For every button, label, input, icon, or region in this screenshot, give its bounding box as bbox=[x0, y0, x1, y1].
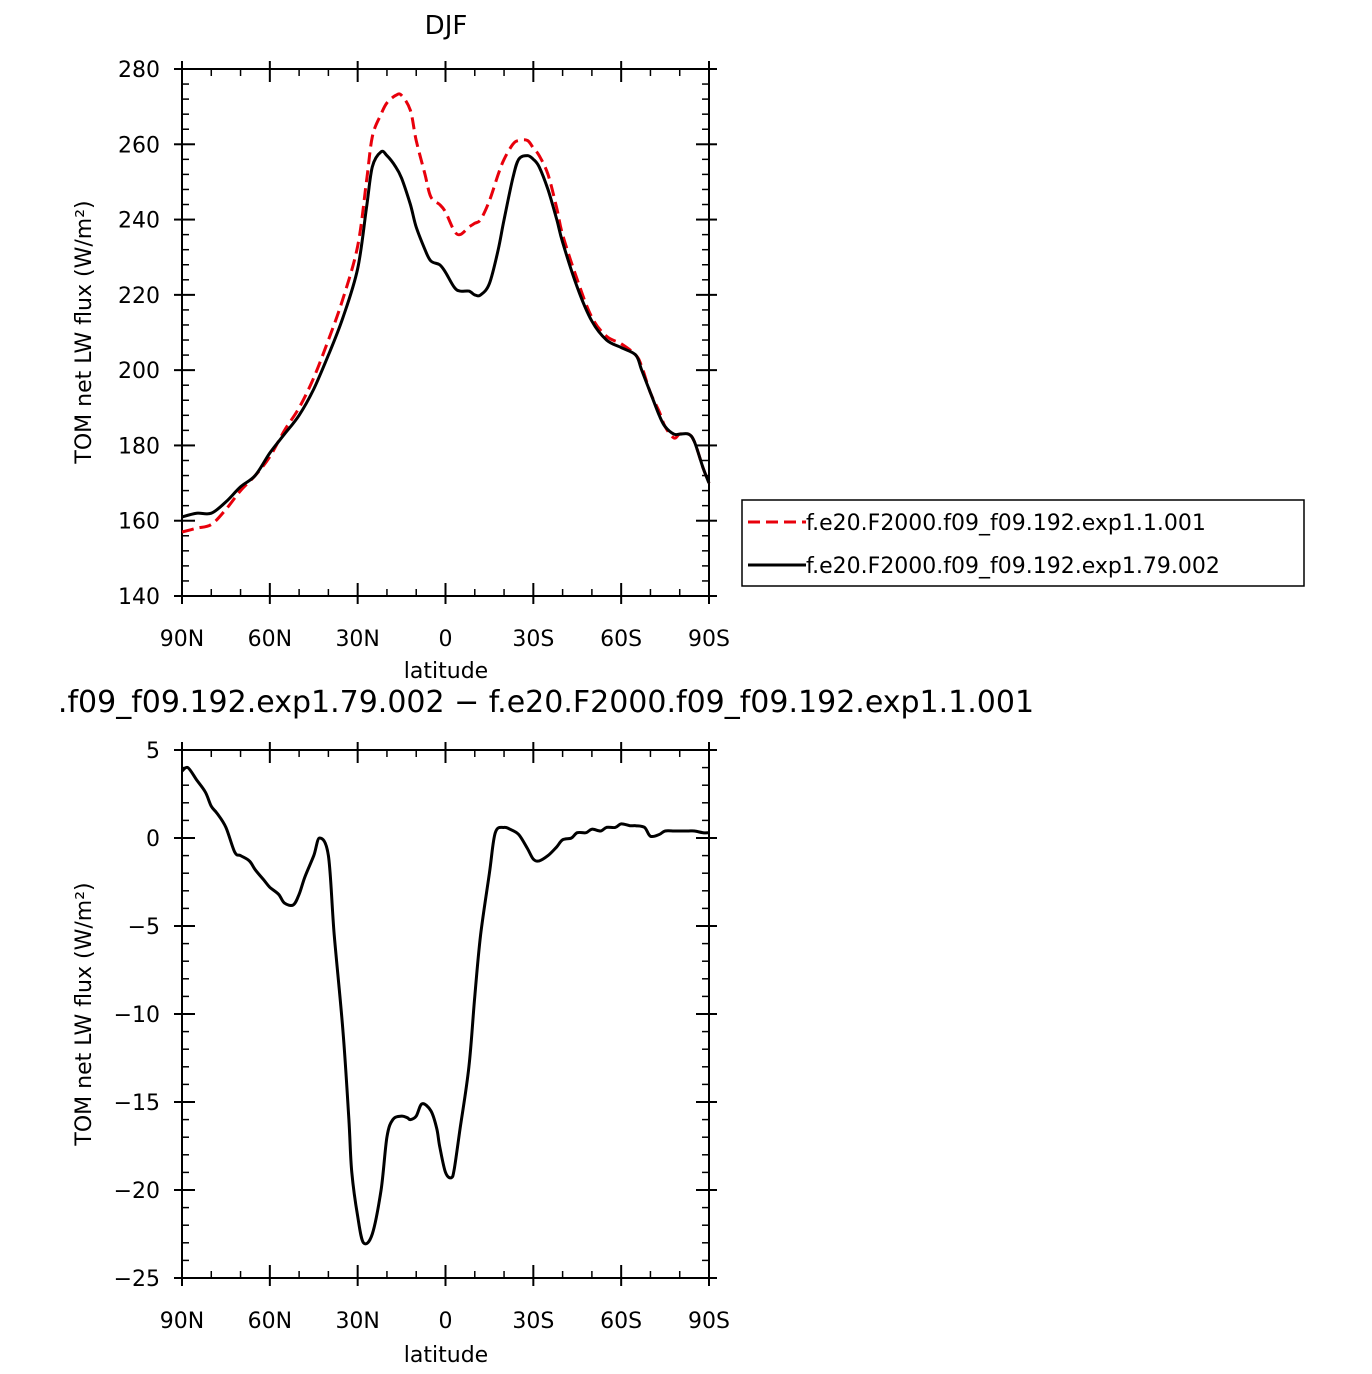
legend-label-exp1-1-001: f.e20.F2000.f09_f09.192.exp1.1.001 bbox=[806, 511, 1206, 536]
x-tick-label: 30N bbox=[335, 627, 379, 652]
x-tick-label: 90S bbox=[688, 627, 730, 652]
x-tick-label: 60S bbox=[600, 1309, 642, 1334]
top-panel: DJF 140 160 180 200 220 240 260 280 90N 60N 30N 0 3… bbox=[72, 11, 730, 684]
x-tick-label: 0 bbox=[439, 1309, 453, 1334]
top-x-axis-label: latitude bbox=[404, 659, 488, 684]
x-tick-label: 90N bbox=[160, 1309, 204, 1334]
y-tick-label: 280 bbox=[118, 58, 160, 83]
bottom-y-tick-labels: −25 −20 −15 −10 −5 0 5 bbox=[114, 739, 160, 1292]
y-tick-label: 260 bbox=[118, 133, 160, 158]
y-tick-label: 160 bbox=[118, 510, 160, 535]
top-plot-frame bbox=[181, 68, 710, 597]
y-tick-label: 200 bbox=[118, 359, 160, 384]
bottom-x-tick-labels: 90N 60N 30N 0 30S 60S 90S bbox=[160, 1309, 730, 1334]
x-tick-label: 60S bbox=[600, 627, 642, 652]
bottom-panel: .f09_f09.192.exp1.79.002 − f.e20.F2000.f… bbox=[58, 685, 1034, 1368]
y-tick-label: 140 bbox=[118, 585, 160, 610]
x-tick-label: 60N bbox=[248, 627, 292, 652]
x-tick-label: 60N bbox=[248, 1309, 292, 1334]
y-tick-label: 0 bbox=[146, 827, 160, 852]
x-tick-label: 0 bbox=[439, 627, 453, 652]
y-tick-label: 240 bbox=[118, 209, 160, 234]
y-tick-label: −25 bbox=[114, 1267, 160, 1292]
top-series-lines bbox=[181, 92, 711, 534]
top-y-tick-labels: 140 160 180 200 220 240 260 280 bbox=[118, 58, 160, 610]
series-line-exp1-79-002 bbox=[181, 149, 711, 519]
bottom-axis-ticks bbox=[174, 742, 717, 1286]
top-x-tick-labels: 90N 60N 30N 0 30S 60S 90S bbox=[160, 627, 730, 652]
bottom-plot-frame bbox=[181, 749, 710, 1279]
y-tick-label: −15 bbox=[114, 1091, 160, 1116]
bottom-series-lines bbox=[181, 765, 710, 1246]
x-tick-label: 30N bbox=[335, 1309, 379, 1334]
top-axis-ticks bbox=[174, 61, 717, 604]
legend: f.e20.F2000.f09_f09.192.exp1.1.001 f.e20… bbox=[741, 499, 1305, 587]
y-tick-label: 180 bbox=[118, 434, 160, 459]
bottom-y-axis-label: TOM net LW flux (W/m²) bbox=[72, 882, 97, 1146]
legend-label-exp1-79-002: f.e20.F2000.f09_f09.192.exp1.79.002 bbox=[806, 554, 1220, 579]
y-tick-label: 5 bbox=[146, 739, 160, 764]
y-tick-label: 220 bbox=[118, 284, 160, 309]
y-tick-label: −20 bbox=[114, 1179, 160, 1204]
top-y-axis-label: TOM net LW flux (W/m²) bbox=[72, 200, 97, 464]
x-tick-label: 90N bbox=[160, 627, 204, 652]
x-tick-label: 90S bbox=[688, 1309, 730, 1334]
top-chart-title: DJF bbox=[425, 11, 468, 41]
x-tick-label: 30S bbox=[512, 627, 554, 652]
bottom-chart-title: .f09_f09.192.exp1.79.002 − f.e20.F2000.f… bbox=[58, 685, 1034, 720]
series-line-difference bbox=[181, 765, 710, 1246]
y-tick-label: −5 bbox=[128, 915, 160, 940]
legend-box bbox=[741, 499, 1305, 587]
y-tick-label: −10 bbox=[114, 1003, 160, 1028]
bottom-x-axis-label: latitude bbox=[404, 1343, 488, 1368]
x-tick-label: 30S bbox=[512, 1309, 554, 1334]
